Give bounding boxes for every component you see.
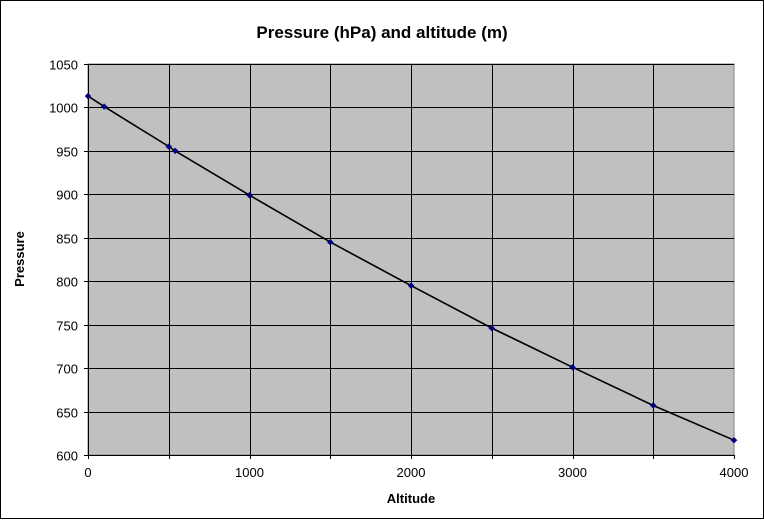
x-tick-label: 1000 bbox=[235, 465, 264, 480]
data-point bbox=[84, 92, 92, 100]
x-tick-label: 2000 bbox=[397, 465, 426, 480]
y-tick-label: 750 bbox=[56, 319, 78, 334]
y-tick-label: 1050 bbox=[49, 58, 78, 73]
data-point bbox=[649, 402, 657, 409]
data-point bbox=[100, 103, 108, 110]
y-tick-label: 600 bbox=[56, 449, 78, 464]
data-point bbox=[488, 324, 496, 332]
data-point bbox=[165, 143, 173, 150]
y-tick-label: 1000 bbox=[49, 101, 78, 116]
data-point bbox=[569, 363, 576, 371]
y-tick-label: 800 bbox=[56, 275, 78, 290]
x-tick-label: 0 bbox=[84, 465, 91, 480]
y-tick-label: 700 bbox=[56, 362, 78, 377]
y-axis-label: Pressure bbox=[12, 231, 27, 287]
data-point bbox=[326, 238, 334, 246]
data-point bbox=[171, 147, 179, 155]
x-tick-label: 3000 bbox=[558, 465, 587, 480]
y-tick-label: 650 bbox=[56, 406, 78, 421]
x-axis-label: Altitude bbox=[386, 491, 436, 506]
y-tick-label: 850 bbox=[56, 232, 78, 247]
data-point bbox=[730, 436, 738, 444]
chart-title: Pressure (hPa) and altitude (m) bbox=[256, 23, 508, 42]
y-tick-label: 900 bbox=[56, 188, 78, 203]
x-tick-label: 4000 bbox=[720, 465, 749, 480]
data-point bbox=[246, 191, 253, 199]
y-tick-label: 950 bbox=[56, 145, 78, 160]
data-point bbox=[407, 282, 415, 289]
